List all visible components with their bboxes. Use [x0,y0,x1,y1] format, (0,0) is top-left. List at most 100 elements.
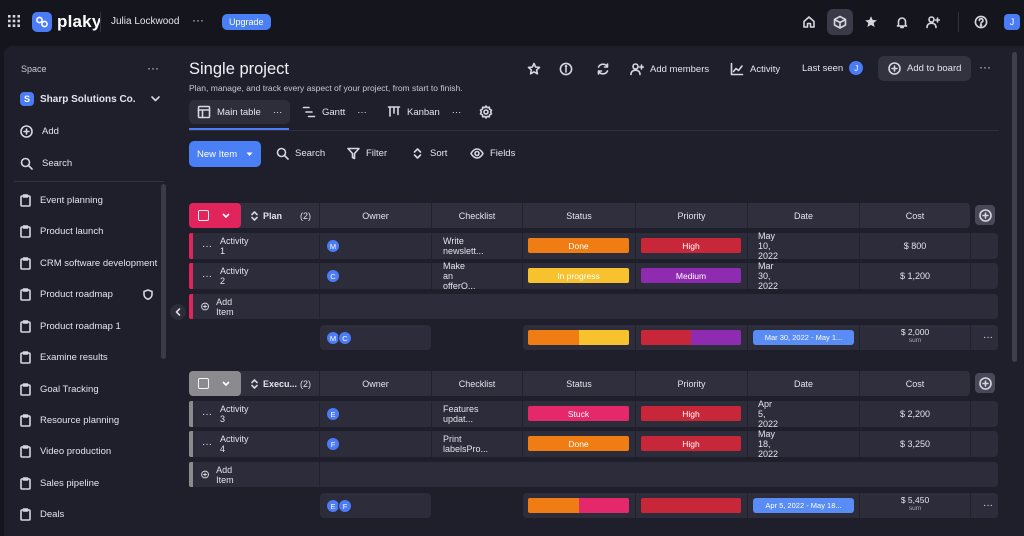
add-item-button[interactable]: Add Item [201,294,239,319]
apps-grid-icon[interactable] [8,15,20,27]
user-more-button[interactable]: ··· [192,13,204,27]
checklist-cell[interactable]: Write newslett... [443,236,484,256]
info-icon[interactable] [559,62,573,76]
sidebar-item-goal-tracking[interactable]: Goal Tracking [20,379,99,399]
checklist-cell[interactable]: Features updat... [443,404,479,424]
add-to-board-button[interactable]: Add to board [878,56,972,81]
search-button[interactable]: Search [276,147,325,160]
sidebar-item-deals[interactable]: Deals [20,504,64,524]
priority-summary-bar[interactable] [641,498,741,513]
row-name[interactable]: Activity 4 [220,434,249,454]
upgrade-button[interactable]: Upgrade [222,14,271,30]
group-title[interactable]: Plan [251,203,282,228]
owner-avatar[interactable]: F [338,499,352,513]
sort-button[interactable]: Sort [411,147,447,160]
priority-summary-bar[interactable] [641,330,741,345]
cube-icon[interactable] [827,9,853,35]
status-badge[interactable]: Done [528,436,629,451]
column-header-date[interactable]: Date [793,378,813,389]
sidebar-item-product-roadmap[interactable]: Product roadmap [20,284,113,304]
date-cell[interactable]: May 10, 2022 [758,231,779,261]
column-header-owner[interactable]: Owner [362,210,389,221]
tab-kanban[interactable]: Kanban ··· [387,100,461,124]
row-name[interactable]: Activity 3 [220,404,249,424]
tab-more-button[interactable]: ··· [451,106,462,118]
sidebar-item-examine-results[interactable]: Examine results [20,347,108,367]
workspace-selector[interactable]: S Sharp Solutions Co. [20,92,136,106]
row-name[interactable]: Activity 1 [220,236,249,256]
summary-more-button[interactable]: ··· [983,500,993,511]
sidebar-item-product-launch[interactable]: Product launch [20,221,103,241]
summary-more-button[interactable]: ··· [983,332,993,343]
add-column-button[interactable] [975,205,995,225]
sidebar-item-sales-pipeline[interactable]: Sales pipeline [20,473,99,493]
space-more-button[interactable]: ··· [147,61,159,75]
chevron-down-icon[interactable] [246,152,253,157]
group-color-handle[interactable] [189,371,241,396]
priority-badge[interactable]: High [641,238,741,253]
status-badge[interactable]: In progress [528,268,629,283]
activity-button[interactable]: Activity [730,62,780,76]
column-header-owner[interactable]: Owner [362,378,389,389]
column-header-status[interactable]: Status [566,378,592,389]
board-more-button[interactable]: ··· [979,60,991,74]
cost-cell[interactable]: $ 1,200 [899,271,931,281]
column-header-priority[interactable]: Priority [677,210,706,221]
sidebar-search[interactable]: Search [20,153,72,173]
last-seen-button[interactable]: Last seen J [802,61,864,75]
owner-avatar[interactable]: C [338,331,352,345]
column-header-checklist[interactable]: Checklist [458,378,496,389]
automation-icon[interactable] [596,62,610,76]
date-range-badge[interactable]: Mar 30, 2022 - May 1... [753,330,854,345]
tab-more-button[interactable]: ··· [272,106,283,118]
sidebar-item-resource-planning[interactable]: Resource planning [20,410,119,430]
group-color-handle[interactable] [189,203,241,228]
sidebar-item-crm-software-development[interactable]: CRM software development [20,253,157,273]
fields-button[interactable]: Fields [470,147,515,160]
cost-cell[interactable]: $ 3,250 [899,439,931,449]
add-user-icon[interactable] [920,9,946,35]
priority-badge[interactable]: Medium [641,268,741,283]
owner-avatar[interactable]: F [326,437,340,451]
checklist-cell[interactable]: Print labelsPro... [443,434,489,454]
app-logo[interactable]: plaky [32,12,101,32]
add-members-button[interactable]: Add members [630,62,709,76]
sidebar-item-product-roadmap-1[interactable]: Product roadmap 1 [20,316,121,336]
column-header-checklist[interactable]: Checklist [458,210,496,221]
column-header-date[interactable]: Date [793,210,813,221]
sidebar-item-event-planning[interactable]: Event planning [20,190,103,210]
owner-avatar[interactable]: M [326,239,340,253]
bell-icon[interactable] [889,9,915,35]
chevron-down-icon[interactable] [151,96,160,102]
tab-gantt[interactable]: Gantt ··· [302,100,367,124]
row-drag-handle[interactable]: ··· [202,270,212,282]
filter-button[interactable]: Filter [347,147,387,160]
group-checkbox[interactable] [198,210,209,221]
group-checkbox[interactable] [198,378,209,389]
sidebar-add[interactable]: Add [20,121,59,141]
date-cell[interactable]: May 18, 2022 [758,429,779,459]
main-scrollbar[interactable] [1012,52,1017,362]
add-column-button[interactable] [975,373,995,393]
home-icon[interactable] [796,9,822,35]
column-header-status[interactable]: Status [566,210,592,221]
column-header-cost[interactable]: Cost [905,378,925,389]
collapse-sidebar-button[interactable] [170,304,186,320]
owner-avatar[interactable]: C [326,269,340,283]
tab-more-button[interactable]: ··· [357,106,367,118]
gear-icon[interactable] [479,105,493,119]
date-range-badge[interactable]: Apr 5, 2022 - May 18... [753,498,854,513]
chevron-down-icon[interactable] [222,381,230,386]
cost-cell[interactable]: $ 2,200 [899,409,931,419]
star-icon[interactable] [858,9,884,35]
checklist-cell[interactable]: Make an offerO... [443,261,476,291]
date-cell[interactable]: Mar 30, 2022 [758,261,779,291]
status-summary-bar[interactable] [528,498,629,513]
column-header-priority[interactable]: Priority [677,378,706,389]
priority-badge[interactable]: High [641,436,741,451]
status-badge[interactable]: Done [528,238,629,253]
star-icon[interactable] [527,62,541,76]
row-drag-handle[interactable]: ··· [202,408,212,420]
date-cell[interactable]: Apr 5, 2022 [758,399,779,429]
add-item-button[interactable]: Add Item [201,462,239,487]
